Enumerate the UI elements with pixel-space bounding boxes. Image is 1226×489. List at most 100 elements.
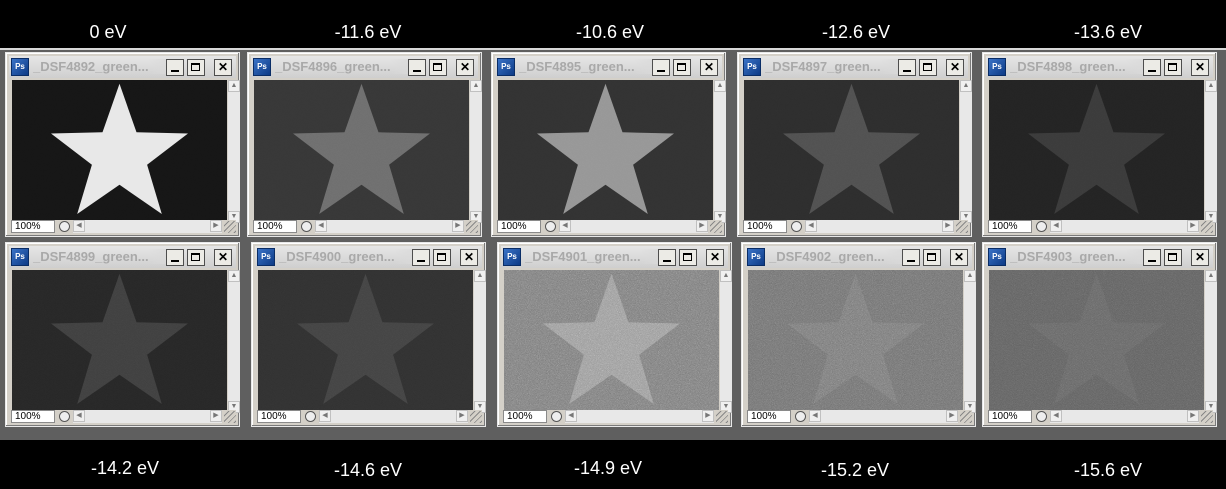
maximize-button[interactable] — [679, 249, 697, 266]
window-titlebar[interactable]: Ps _DSF4897_green... ✕ — [741, 56, 968, 78]
resize-grip-icon[interactable] — [1201, 221, 1213, 233]
document-window-10[interactable]: Ps _DSF4903_green... ✕ ▲ ▼ 100% ◀ ▶ — [982, 242, 1217, 427]
status-menu-icon[interactable] — [59, 411, 70, 422]
scroll-right-arrow-icon[interactable]: ▶ — [942, 220, 954, 232]
zoom-field[interactable]: 100% — [11, 410, 55, 423]
document-window-8[interactable]: Ps _DSF4901_green... ✕ ▲ ▼ 100% ◀ ▶ — [497, 242, 732, 427]
scroll-left-arrow-icon[interactable]: ◀ — [809, 410, 821, 422]
zoom-field[interactable]: 100% — [257, 410, 301, 423]
scroll-right-arrow-icon[interactable]: ▶ — [702, 410, 714, 422]
scroll-right-arrow-icon[interactable]: ▶ — [452, 220, 464, 232]
window-titlebar[interactable]: Ps _DSF4900_green... ✕ — [255, 246, 482, 268]
resize-grip-icon[interactable] — [956, 221, 968, 233]
scroll-up-arrow-icon[interactable]: ▲ — [474, 270, 486, 282]
minimize-button[interactable] — [902, 249, 920, 266]
window-titlebar[interactable]: Ps _DSF4896_green... ✕ — [251, 56, 478, 78]
horizontal-scrollbar[interactable]: ◀ ▶ — [1050, 410, 1199, 423]
zoom-field[interactable]: 100% — [497, 220, 541, 233]
scroll-up-arrow-icon[interactable]: ▲ — [960, 80, 972, 92]
maximize-button[interactable] — [429, 59, 447, 76]
image-canvas[interactable] — [989, 80, 1204, 223]
scroll-right-arrow-icon[interactable]: ▶ — [210, 220, 222, 232]
minimize-button[interactable] — [166, 59, 184, 76]
zoom-field[interactable]: 100% — [988, 220, 1032, 233]
horizontal-scrollbar[interactable]: ◀ ▶ — [1050, 220, 1199, 233]
horizontal-scrollbar[interactable]: ◀ ▶ — [809, 410, 958, 423]
close-button[interactable]: ✕ — [214, 59, 232, 76]
image-canvas[interactable] — [258, 270, 473, 413]
resize-grip-icon[interactable] — [710, 221, 722, 233]
close-button[interactable]: ✕ — [946, 59, 964, 76]
window-titlebar[interactable]: Ps _DSF4892_green... ✕ — [9, 56, 236, 78]
status-menu-icon[interactable] — [1036, 221, 1047, 232]
document-window-3[interactable]: Ps _DSF4895_green... ✕ ▲ ▼ 100% ◀ ▶ — [491, 52, 726, 237]
maximize-button[interactable] — [919, 59, 937, 76]
image-canvas[interactable] — [504, 270, 719, 413]
resize-grip-icon[interactable] — [716, 411, 728, 423]
horizontal-scrollbar[interactable]: ◀ ▶ — [315, 220, 464, 233]
minimize-button[interactable] — [1143, 59, 1161, 76]
minimize-button[interactable] — [652, 59, 670, 76]
scroll-right-arrow-icon[interactable]: ▶ — [456, 410, 468, 422]
zoom-field[interactable]: 100% — [988, 410, 1032, 423]
window-titlebar[interactable]: Ps _DSF4901_green... ✕ — [501, 246, 728, 268]
image-canvas[interactable] — [498, 80, 713, 223]
zoom-field[interactable]: 100% — [11, 220, 55, 233]
horizontal-scrollbar[interactable]: ◀ ▶ — [565, 410, 714, 423]
scroll-left-arrow-icon[interactable]: ◀ — [73, 220, 85, 232]
minimize-button[interactable] — [658, 249, 676, 266]
close-button[interactable]: ✕ — [706, 249, 724, 266]
horizontal-scrollbar[interactable]: ◀ ▶ — [73, 220, 222, 233]
minimize-button[interactable] — [166, 249, 184, 266]
maximize-button[interactable] — [1164, 59, 1182, 76]
scroll-up-arrow-icon[interactable]: ▲ — [714, 80, 726, 92]
scroll-left-arrow-icon[interactable]: ◀ — [559, 220, 571, 232]
status-menu-icon[interactable] — [305, 411, 316, 422]
window-titlebar[interactable]: Ps _DSF4902_green... ✕ — [745, 246, 972, 268]
horizontal-scrollbar[interactable]: ◀ ▶ — [73, 410, 222, 423]
window-titlebar[interactable]: Ps _DSF4895_green... ✕ — [495, 56, 722, 78]
resize-grip-icon[interactable] — [470, 411, 482, 423]
close-button[interactable]: ✕ — [700, 59, 718, 76]
scroll-up-arrow-icon[interactable]: ▲ — [1205, 270, 1217, 282]
resize-grip-icon[interactable] — [1201, 411, 1213, 423]
document-window-4[interactable]: Ps _DSF4897_green... ✕ ▲ ▼ 100% ◀ ▶ — [737, 52, 972, 237]
image-canvas[interactable] — [12, 80, 227, 223]
scroll-up-arrow-icon[interactable]: ▲ — [228, 270, 240, 282]
scroll-left-arrow-icon[interactable]: ◀ — [315, 220, 327, 232]
scroll-up-arrow-icon[interactable]: ▲ — [1205, 80, 1217, 92]
resize-grip-icon[interactable] — [466, 221, 478, 233]
image-canvas[interactable] — [989, 270, 1204, 413]
vertical-scrollbar[interactable]: ▲ ▼ — [1205, 270, 1217, 413]
close-button[interactable]: ✕ — [950, 249, 968, 266]
scroll-left-arrow-icon[interactable]: ◀ — [1050, 410, 1062, 422]
vertical-scrollbar[interactable]: ▲ ▼ — [714, 80, 726, 223]
minimize-button[interactable] — [412, 249, 430, 266]
maximize-button[interactable] — [923, 249, 941, 266]
status-menu-icon[interactable] — [1036, 411, 1047, 422]
vertical-scrollbar[interactable]: ▲ ▼ — [470, 80, 482, 223]
maximize-button[interactable] — [1164, 249, 1182, 266]
vertical-scrollbar[interactable]: ▲ ▼ — [720, 270, 732, 413]
minimize-button[interactable] — [408, 59, 426, 76]
document-window-9[interactable]: Ps _DSF4902_green... ✕ ▲ ▼ 100% ◀ ▶ — [741, 242, 976, 427]
document-window-1[interactable]: Ps _DSF4892_green... ✕ ▲ ▼ 100% ◀ ▶ — [5, 52, 240, 237]
scroll-left-arrow-icon[interactable]: ◀ — [1050, 220, 1062, 232]
document-window-7[interactable]: Ps _DSF4900_green... ✕ ▲ ▼ 100% ◀ ▶ — [251, 242, 486, 427]
vertical-scrollbar[interactable]: ▲ ▼ — [1205, 80, 1217, 223]
scroll-right-arrow-icon[interactable]: ▶ — [696, 220, 708, 232]
image-canvas[interactable] — [12, 270, 227, 413]
resize-grip-icon[interactable] — [960, 411, 972, 423]
document-window-5[interactable]: Ps _DSF4898_green... ✕ ▲ ▼ 100% ◀ ▶ — [982, 52, 1217, 237]
resize-grip-icon[interactable] — [224, 221, 236, 233]
horizontal-scrollbar[interactable]: ◀ ▶ — [805, 220, 954, 233]
vertical-scrollbar[interactable]: ▲ ▼ — [960, 80, 972, 223]
vertical-scrollbar[interactable]: ▲ ▼ — [964, 270, 976, 413]
horizontal-scrollbar[interactable]: ◀ ▶ — [559, 220, 708, 233]
image-canvas[interactable] — [254, 80, 469, 223]
minimize-button[interactable] — [1143, 249, 1161, 266]
vertical-scrollbar[interactable]: ▲ ▼ — [228, 270, 240, 413]
scroll-right-arrow-icon[interactable]: ▶ — [1187, 220, 1199, 232]
zoom-field[interactable]: 100% — [743, 220, 787, 233]
zoom-field[interactable]: 100% — [503, 410, 547, 423]
